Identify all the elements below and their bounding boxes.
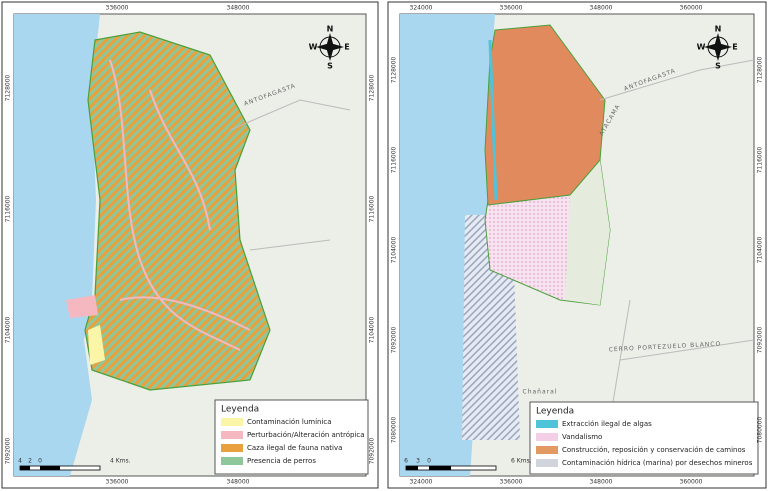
- coord-label-right: 7092000: [369, 437, 376, 464]
- coord-label-left: 7104000: [5, 316, 12, 343]
- road-lines: [229, 99, 351, 251]
- coord-label-bottom: 348000: [590, 479, 613, 486]
- coord-label-top: 360000: [680, 5, 703, 12]
- coord-label-right: 7092000: [757, 326, 764, 353]
- coord-label-bottom: 360000: [680, 479, 703, 486]
- scale-label: 4: [18, 458, 22, 465]
- scale-label: 2: [28, 458, 32, 465]
- legend-swatch: [536, 459, 558, 467]
- coord-label-left: 7128000: [391, 56, 398, 83]
- scale-bar: [405, 465, 497, 471]
- legend-label: Contaminación lumínica: [247, 418, 332, 426]
- coord-label-top: 348000: [590, 5, 613, 12]
- compass-s: S: [715, 62, 721, 71]
- legend-swatch: [221, 418, 243, 426]
- legend-swatch: [536, 420, 558, 428]
- compass-n: N: [715, 25, 722, 34]
- algae: [488, 39, 498, 201]
- coord-label-bottom: 336000: [500, 479, 523, 486]
- coord-label-bottom: 336000: [106, 479, 129, 486]
- coord-label-top: 336000: [500, 5, 523, 12]
- legend-label: Vandalismo: [562, 433, 602, 441]
- coord-label-right: 7128000: [757, 56, 764, 83]
- scale-label: 0: [427, 458, 431, 465]
- legend-label: Contaminación hídrica (marina) por desec…: [562, 459, 753, 467]
- legend-label: Caza ilegal de fauna nativa: [247, 444, 342, 452]
- compass: [316, 33, 344, 61]
- disturbance: [66, 295, 98, 318]
- legend-title: Leyenda: [221, 405, 259, 415]
- land: [565, 160, 610, 305]
- coord-label-right: 7104000: [369, 316, 376, 343]
- left-panel: [1, 1, 379, 489]
- legend-box: [529, 401, 759, 475]
- compass-s: S: [327, 62, 333, 71]
- coord-label-top: 324000: [410, 5, 433, 12]
- coord-label-right: 7128000: [369, 74, 376, 101]
- scale-label: 6: [404, 458, 408, 465]
- scale-label: 3: [416, 458, 420, 465]
- coord-label-left: 7092000: [391, 326, 398, 353]
- scale-label: 6 Kms.: [511, 458, 532, 465]
- compass-e: E: [732, 43, 737, 52]
- roads: [109, 59, 251, 351]
- coord-label-right: 7116000: [757, 146, 764, 173]
- coord-label-right: 7116000: [369, 195, 376, 222]
- coord-label-left: 7128000: [5, 74, 12, 101]
- compass-e: E: [344, 43, 349, 52]
- coord-label-left: 7092000: [5, 437, 12, 464]
- legend-swatch: [536, 446, 558, 454]
- coord-label-left: 7116000: [5, 195, 12, 222]
- compass-w: W: [697, 43, 706, 52]
- compass-w: W: [309, 43, 318, 52]
- study-area: [84, 31, 271, 391]
- coord-label-left: 7104000: [391, 236, 398, 263]
- compass: [704, 33, 732, 61]
- legend-swatch: [221, 444, 243, 452]
- legend-swatch: [221, 457, 243, 465]
- coord-label-top: 336000: [106, 5, 129, 12]
- legend-label: Perturbación/Alteración antrópica: [247, 431, 365, 439]
- coord-label-bottom: 324000: [410, 479, 433, 486]
- legend-label: Construcción, reposición y conservación …: [562, 446, 746, 454]
- legend-label: Presencia de perros: [247, 457, 316, 465]
- sea: [14, 14, 100, 476]
- legend-title: Leyenda: [536, 407, 574, 417]
- place-label: Chañaral: [523, 389, 558, 396]
- light-pollution: [88, 325, 105, 365]
- scale-label: 0: [38, 458, 42, 465]
- coord-label-right: 7080000: [757, 416, 764, 443]
- legend-swatch: [221, 431, 243, 439]
- coord-label-top: 348000: [227, 5, 250, 12]
- road-lines: [599, 59, 755, 421]
- coord-label-left: 7080000: [391, 416, 398, 443]
- coord-label-right: 7104000: [757, 236, 764, 263]
- coord-label-left: 7116000: [391, 146, 398, 173]
- compass-n: N: [327, 25, 334, 34]
- roads-area: [484, 24, 606, 206]
- legend-swatch: [536, 433, 558, 441]
- legend-label: Extracción ilegal de algas: [562, 420, 652, 428]
- scale-bar: [19, 465, 101, 471]
- coord-label-bottom: 348000: [227, 479, 250, 486]
- right-panel: [387, 1, 767, 489]
- scale-label: 4 Kms.: [110, 458, 131, 465]
